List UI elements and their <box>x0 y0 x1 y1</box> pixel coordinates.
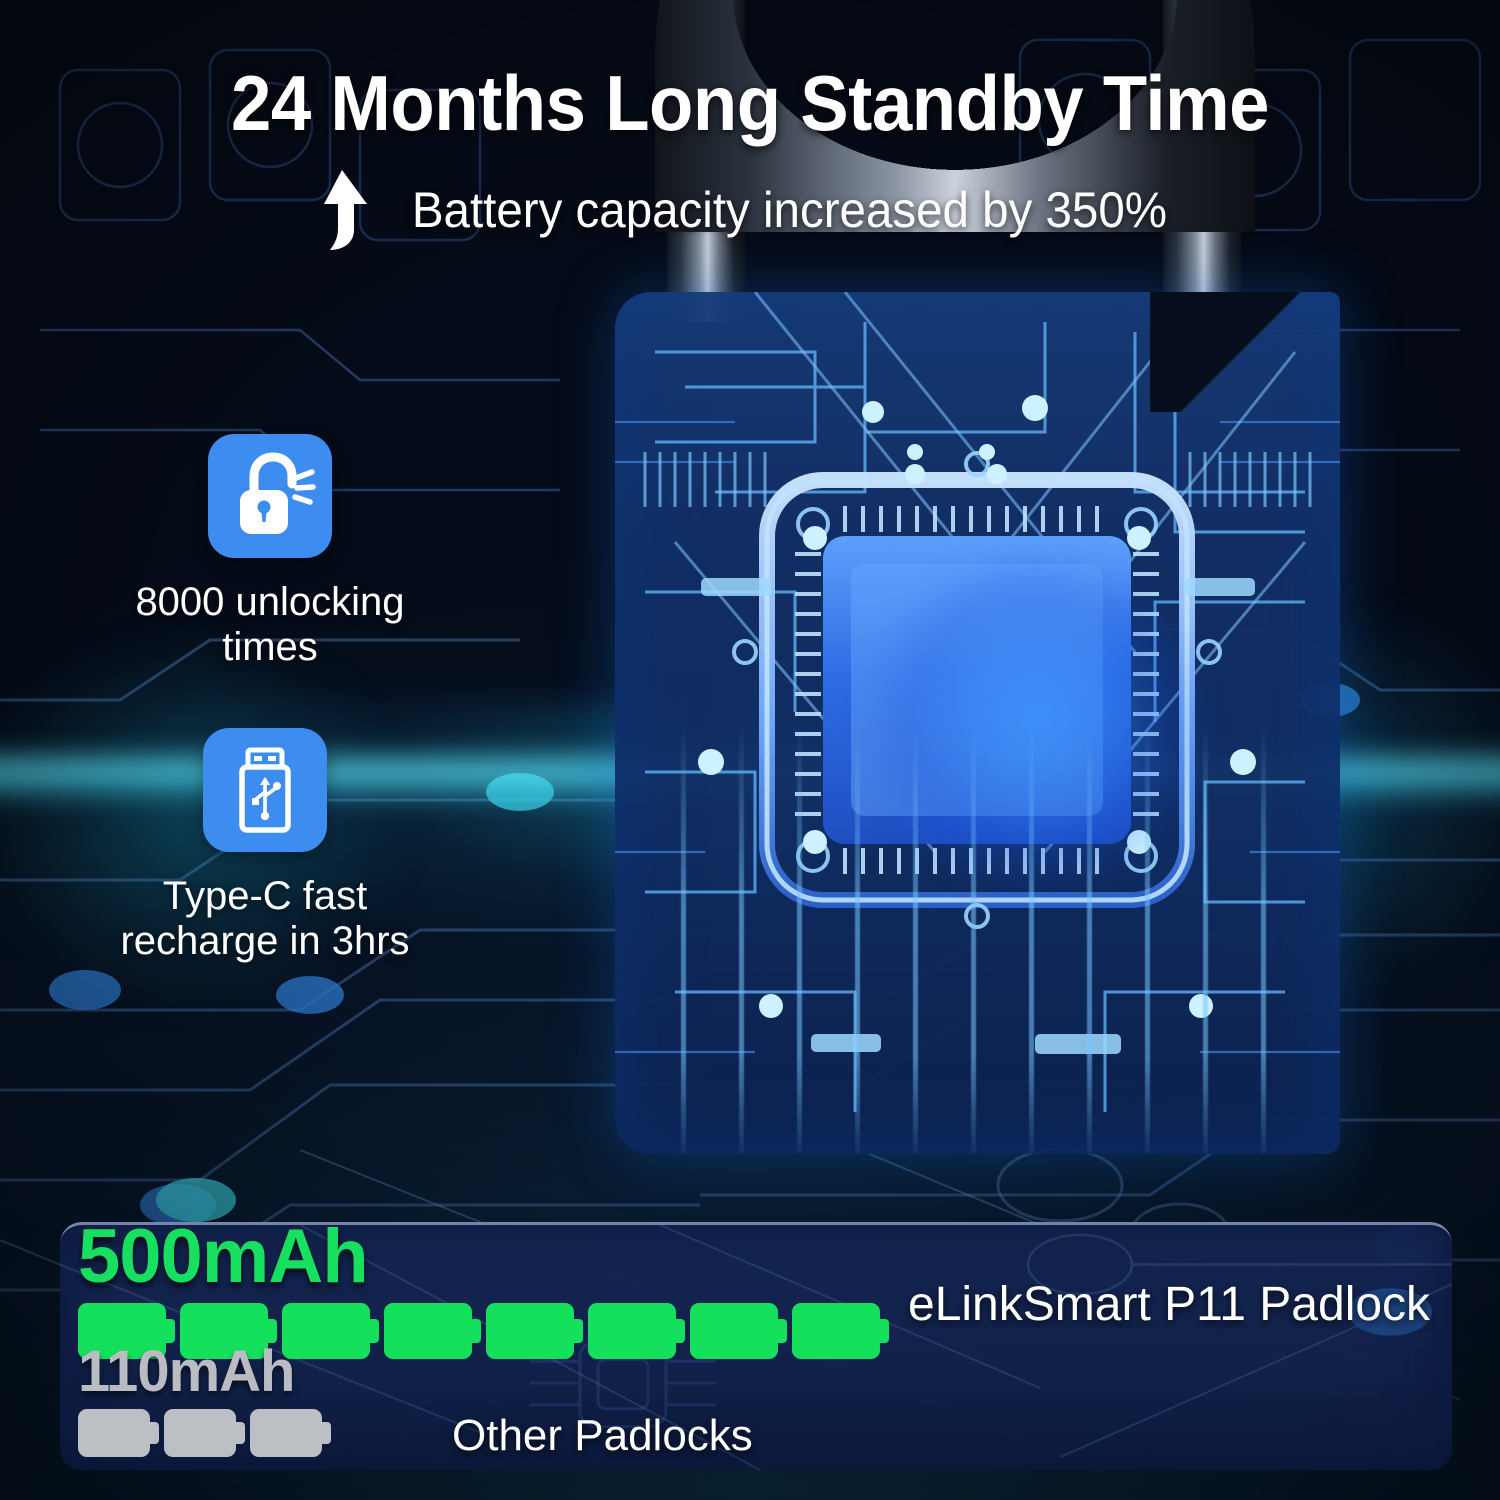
usb-drive-icon <box>239 747 291 833</box>
battery-cell <box>792 1303 889 1359</box>
product-capacity-value: 500mAh <box>78 1222 369 1299</box>
battery-cell <box>180 1303 277 1359</box>
feature-fast-recharge: Type-C fast recharge in 3hrs <box>55 728 475 964</box>
feature-icon-tile <box>203 728 327 852</box>
battery-comparison-panel: 500mAh 110mAh eLinkSmart P11 Padlock <box>60 1222 1452 1470</box>
comparison-row-product: 500mAh <box>78 1222 889 1359</box>
feature-caption-line1: 8000 unlocking <box>135 580 405 624</box>
other-battery-cells <box>78 1409 331 1457</box>
feature-caption-line2: recharge in 3hrs <box>120 918 410 963</box>
light-streaks <box>655 724 1295 1154</box>
battery-cell <box>282 1303 379 1359</box>
battery-cell <box>250 1409 331 1457</box>
page-title: 24 Months Long Standby Time <box>230 59 1269 147</box>
battery-cell <box>78 1409 159 1457</box>
feature-caption-line2: times <box>222 624 318 669</box>
padlock-body <box>615 292 1340 1154</box>
up-arrow-icon <box>323 170 367 250</box>
other-capacity-value: 110mAh <box>78 1339 295 1404</box>
battery-cell <box>78 1303 175 1359</box>
battery-cell <box>690 1303 787 1359</box>
feature-caption-line1: Type-C fast <box>162 874 368 918</box>
battery-cell <box>588 1303 685 1359</box>
product-name-label: eLinkSmart P11 Padlock <box>908 1278 1431 1331</box>
subheadline-text: Battery capacity increased by 350% <box>411 182 1167 238</box>
open-padlock-icon <box>240 452 316 534</box>
subheadline-row: Battery capacity increased by 350% <box>0 168 1500 252</box>
padlock-shackle <box>655 0 1255 322</box>
body-corner-cut <box>1150 292 1340 412</box>
battery-cell <box>384 1303 481 1359</box>
feature-caption: 8000 unlocking times <box>60 580 480 670</box>
comparison-row-other: 110mAh <box>78 1339 331 1457</box>
product-battery-cells <box>78 1303 889 1359</box>
feature-unlocking-times: 8000 unlocking times <box>60 434 480 670</box>
other-products-label: Other Padlocks <box>452 1411 753 1460</box>
battery-cell <box>486 1303 583 1359</box>
feature-caption: Type-C fast recharge in 3hrs <box>55 874 475 964</box>
shackle-bow <box>655 0 1255 232</box>
feature-icon-tile <box>208 434 332 558</box>
battery-cell <box>164 1409 245 1457</box>
